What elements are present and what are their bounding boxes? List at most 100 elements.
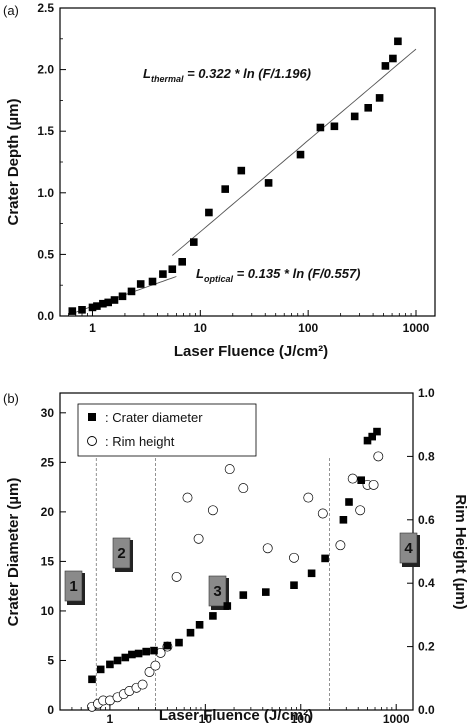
x-tick-label: 100 [298,321,318,335]
crater-diameter-point [209,612,217,620]
panel-b-legend: : Crater diameter : Rim height [77,403,257,457]
optical-fit-annotation-equation: = 0.135 * ln (F/0.557) [233,266,361,281]
region-4-label: 4 [404,540,413,557]
region-1-marker [64,570,83,602]
rim-height-point [262,543,273,554]
rim-height-point [335,540,346,551]
depth-point [296,150,305,159]
y-tick-label: 2.0 [37,63,54,77]
crater-diameter-point [163,641,172,650]
rim-height-point [224,464,235,475]
region-3-marker [208,575,227,607]
thermal-fit-annotation-equation: = 0.322 * ln (F/1.196) [183,66,311,81]
panel-b-right-y-ticks: 0.0 0.2 0.4 0.6 0.8 1.0 [407,386,435,717]
left-y-tick-label: 30 [41,406,55,420]
rim-height-point [171,571,182,582]
rim-height-point [289,552,299,563]
rim-height-point [150,660,161,671]
rim-height-point [303,492,314,503]
x-tick-label: 1000 [403,321,430,335]
crater-diameter-point [195,621,204,629]
depth-point [104,298,112,307]
panel-a-x-axis-label: Laser Fluence (J/cm²) [174,343,328,360]
depth-point [221,185,229,193]
depth-point [118,292,127,301]
rim-height-point [182,492,193,503]
panel-b-x-ticks: 1 10 100 1000 [59,704,410,724]
depth-point [88,303,97,312]
crater-diameter-point [121,653,130,662]
right-y-tick-label: 0.8 [418,449,435,463]
region-1-label: 1 [69,578,77,595]
optical-fit-annotation-sub: optical [204,274,234,284]
crater-diameter-point [113,656,122,665]
crater-diameter-point [175,638,183,647]
right-y-tick-label: 0.0 [418,703,435,717]
x-tick-label: 1000 [383,712,410,724]
right-y-tick-label: 0.6 [418,513,435,527]
crater-diameter-point [186,628,195,637]
fit-line-thermal [172,48,417,256]
panel-b-x-axis-label: Laser Fluence (J/cm²) [159,707,313,724]
rim-height-point [373,451,384,462]
depth-point [78,306,86,314]
optical-fit-annotation: Loptical = 0.135 * ln (F/0.557) [196,266,361,284]
panel-a-label: (a) [3,3,19,18]
depth-point [148,277,157,286]
thermal-fit-annotation-main: L [143,66,151,81]
rim-height-point [207,505,218,516]
x-tick-label: 100 [291,712,311,724]
rim-height-point [347,473,358,484]
crater-diameter-point [368,432,376,441]
legend-entry-crater-diameter: : Crater diameter [105,410,203,425]
x-tick-label: 10 [199,712,213,724]
depth-point [364,104,372,112]
thermal-fit-annotation: Lthermal = 0.322 * ln (F/1.196) [143,66,311,84]
panel-b-region-markers: 1 2 3 4 [64,532,420,610]
panel-a-y-axis-label: Crater Depth (µm) [5,99,22,226]
panel-b-left-y-ticks: 0 5 10 15 20 25 30 [41,406,66,717]
crater-diameter-point [321,554,329,563]
crater-diameter-point [262,588,270,596]
depth-point [93,302,101,310]
depth-point [205,208,213,217]
depth-point [68,307,77,315]
crater-diameter-point [88,675,96,684]
crater-diameter-point [345,498,353,506]
legend-square-marker [88,413,96,421]
crater-diameter-point [339,516,348,524]
y-tick-label: 0.0 [37,309,54,323]
depth-point [375,94,384,102]
left-y-tick-label: 10 [41,604,55,618]
crater-diameter-point [150,646,158,655]
panel-b-left-y-axis-label: Crater Diameter (µm) [5,478,22,627]
left-y-tick-label: 5 [47,653,54,667]
x-tick-label: 1 [89,321,96,335]
crater-diameter-point [373,427,381,436]
panel-b-label: (b) [3,391,19,406]
legend-circle-marker [87,436,97,446]
crater-diameter-point [307,569,316,578]
left-y-tick-label: 20 [41,505,55,519]
depth-point [110,296,119,304]
right-y-tick-label: 0.2 [418,640,435,654]
y-tick-label: 0.5 [37,247,54,261]
legend-entry-rim-height: : Rim height [105,434,175,449]
panel-b-crater-diameter-points [88,427,381,684]
right-y-tick-label: 1.0 [418,386,435,400]
depth-point [389,54,397,63]
rim-height-point [137,679,148,690]
depth-point [350,112,359,121]
left-y-tick-label: 25 [41,455,55,469]
depth-point [264,179,273,187]
depth-point [178,258,186,266]
right-y-tick-label: 0.4 [418,576,435,590]
depth-point [136,280,145,288]
x-tick-label: 1 [107,712,114,724]
y-tick-label: 1.0 [37,186,54,200]
depth-point [330,122,339,131]
region-4-marker [399,532,418,564]
crater-diameter-point [357,476,365,484]
